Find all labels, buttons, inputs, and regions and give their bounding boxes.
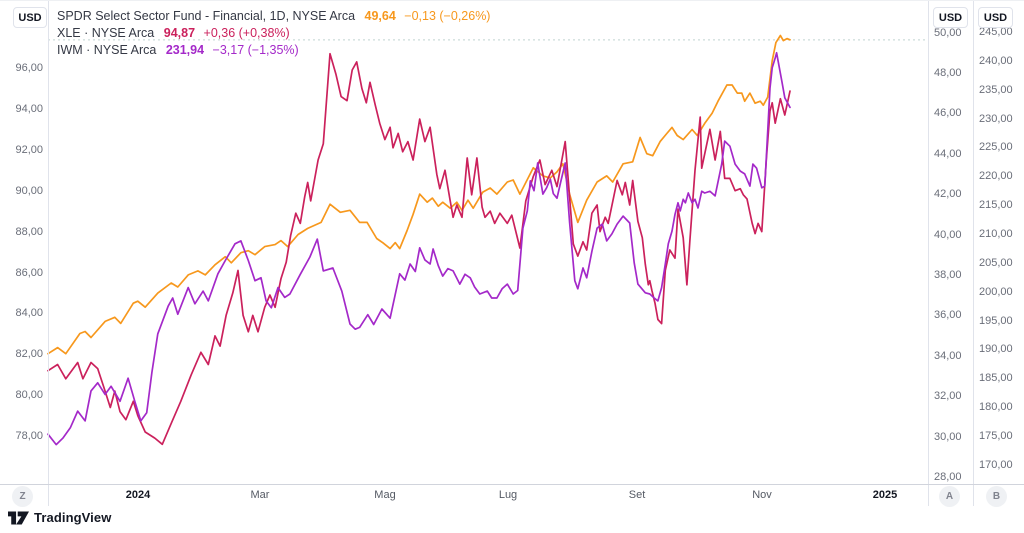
legend-row-xle[interactable]: XLE · NYSE Arca 94,87 +0,36 (+0,38%) [57, 25, 490, 41]
tradingview-logo[interactable]: TradingView [8, 510, 111, 525]
price-axis-label: 48,00 [934, 67, 962, 79]
iwm-series-line[interactable] [47, 51, 791, 446]
legend-row-iwm[interactable]: IWM · NYSE Arca 231,94 −3,17 (−1,35%) [57, 42, 490, 58]
price-axis-label: 40,00 [934, 229, 962, 241]
time-axis-separator [0, 484, 1024, 485]
series-last-price: 231,94 [165, 43, 205, 57]
time-axis-label: Mar [250, 489, 270, 501]
price-axis-label: 82,00 [15, 348, 43, 360]
inner-axis-currency-button[interactable]: USD [933, 7, 968, 28]
price-axis-label: 205,00 [979, 257, 1013, 269]
price-axis-label: 36,00 [934, 309, 962, 321]
left-scale-mode-button[interactable]: Z [12, 486, 33, 507]
price-axis-label: 96,00 [15, 62, 43, 74]
time-axis-label: Nov [752, 489, 772, 501]
price-axis-label: 46,00 [934, 107, 962, 119]
price-axis-label: 84,00 [15, 307, 43, 319]
price-axis-label: 215,00 [979, 199, 1013, 211]
price-axis-label: 78,00 [15, 430, 43, 442]
left-price-axis[interactable]: 96,00 94,00 92,00 90,00 88,00 86,00 84,00 82,00… [0, 1, 48, 506]
price-axis-label: 240,00 [979, 55, 1013, 67]
left-axis-separator [48, 1, 49, 506]
series-change: −3,17 (−1,35%) [212, 43, 299, 57]
inner-scale-mode-button[interactable]: A [939, 486, 960, 507]
series-change: +0,36 (+0,38%) [203, 26, 290, 40]
price-axis-label: 245,00 [979, 26, 1013, 38]
series-change: −0,13 (−0,26%) [404, 9, 491, 23]
price-axis-label: 235,00 [979, 84, 1013, 96]
left-axis-currency-button[interactable]: USD [13, 7, 47, 28]
price-axis-label: 200,00 [979, 286, 1013, 298]
price-axis-label: 195,00 [979, 315, 1013, 327]
outer-axis-currency-button[interactable]: USD [978, 7, 1013, 28]
series-last-price: 49,64 [364, 9, 396, 23]
series-last-price: 94,87 [163, 26, 196, 40]
time-axis-label: Mag [374, 489, 396, 501]
time-axis-label: 2024 [125, 489, 151, 501]
price-axis-label: 175,00 [979, 430, 1013, 442]
price-axis-label: 42,00 [934, 188, 962, 200]
price-axis-label: 34,00 [934, 350, 962, 362]
price-axis-label: 185,00 [979, 372, 1013, 384]
price-axis-label: 32,00 [934, 390, 962, 402]
outer-scale-mode-button[interactable]: B [986, 486, 1007, 507]
legend: SPDR Select Sector Fund - Financial, 1D,… [57, 8, 490, 59]
price-axis-label: 190,00 [979, 343, 1013, 355]
xle-series-line[interactable] [47, 52, 791, 446]
time-axis-label: Set [628, 489, 646, 501]
price-axis-label: 86,00 [15, 267, 43, 279]
price-axis-label: 170,00 [979, 459, 1013, 471]
price-axis-label: 30,00 [934, 431, 962, 443]
price-axis-label: 210,00 [979, 228, 1013, 240]
inner-right-price-axis[interactable]: 50,00 48,00 46,00 44,00 42,00 40,00 38,00 36,00… [929, 1, 973, 506]
tradingview-logo-text: TradingView [34, 510, 112, 525]
price-axis-label: 28,00 [934, 471, 962, 483]
time-axis-label: 2025 [872, 489, 898, 501]
price-axis-label: 38,00 [934, 269, 962, 281]
series-title: SPDR Select Sector Fund - Financial, 1D,… [57, 9, 356, 23]
series-title: IWM · NYSE Arca [57, 43, 157, 57]
price-axis-label: 225,00 [979, 141, 1013, 153]
series-title: XLE · NYSE Arca [57, 26, 155, 40]
price-axis-label: 92,00 [15, 144, 43, 156]
price-axis-label: 50,00 [934, 27, 962, 39]
price-axis-label: 88,00 [15, 226, 43, 238]
price-axis-label: 90,00 [15, 185, 43, 197]
price-axis-label: 80,00 [15, 389, 43, 401]
price-axis-label: 220,00 [979, 170, 1013, 182]
legend-row-xlf[interactable]: SPDR Select Sector Fund - Financial, 1D,… [57, 8, 490, 24]
price-axis-label: 94,00 [15, 103, 43, 115]
tradingview-logo-icon [8, 511, 29, 524]
price-axis-label: 230,00 [979, 113, 1013, 125]
outer-right-price-axis[interactable]: 245,00 240,00 235,00 230,00 225,00 220,00 215,… [974, 1, 1024, 506]
inner-axis-separator [928, 1, 929, 506]
outer-axis-separator [973, 1, 974, 506]
xlf-series-line[interactable] [47, 34, 791, 355]
time-axis-label: Lug [498, 489, 518, 501]
price-axis-label: 180,00 [979, 401, 1013, 413]
time-axis[interactable]: 2024 Mar Mag Lug Set Nov 2025 [0, 485, 1024, 506]
price-axis-label: 44,00 [934, 148, 962, 160]
